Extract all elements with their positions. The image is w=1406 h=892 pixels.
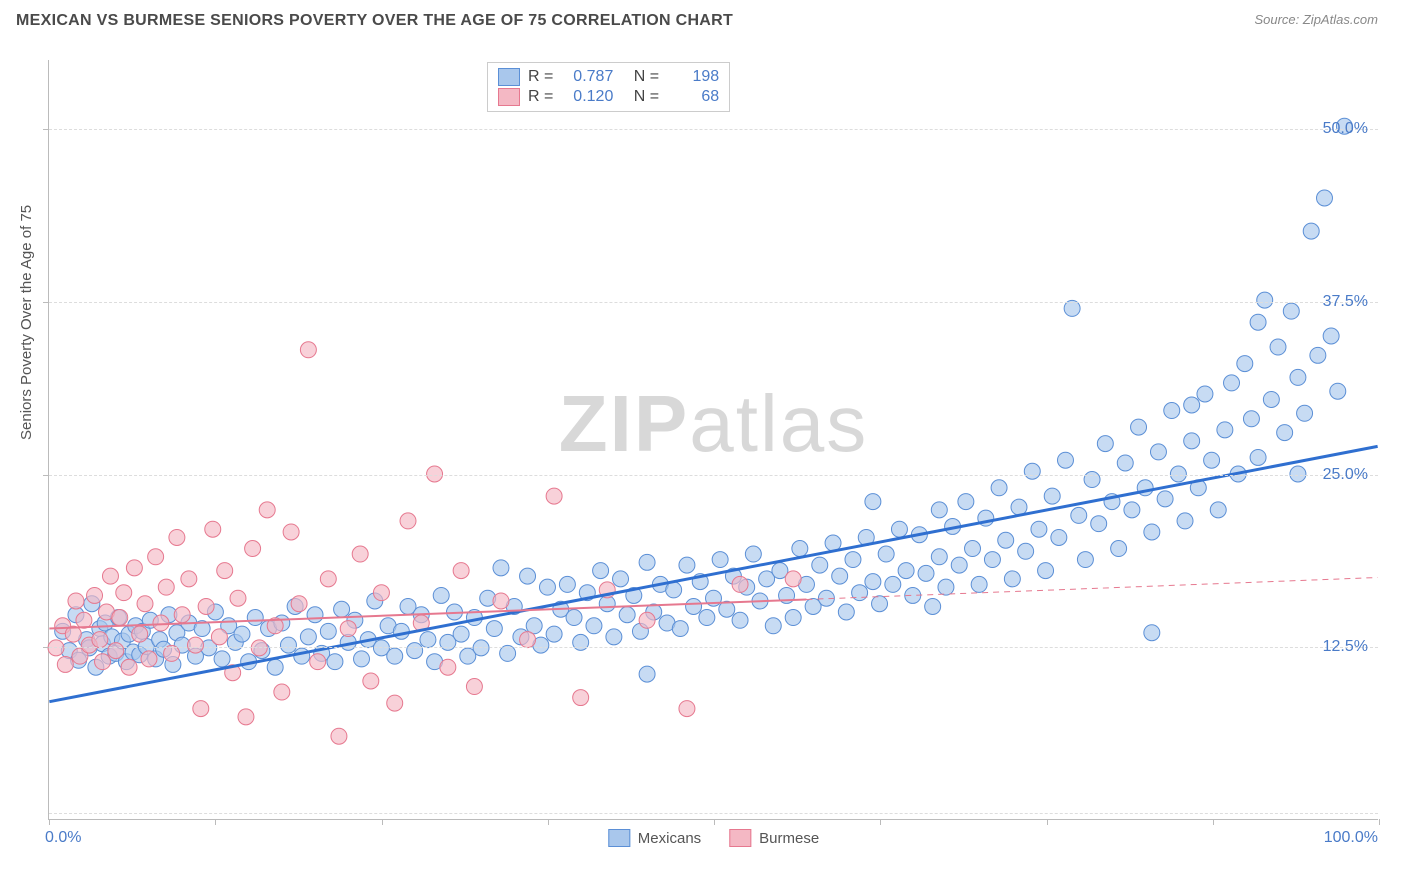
n-label: N = (634, 88, 659, 106)
x-axis-max-label: 100.0% (1324, 829, 1378, 847)
r-label: R = (528, 88, 553, 106)
chart-header: MEXICAN VS BURMESE SENIORS POVERTY OVER … (0, 0, 1406, 36)
swatch-burmese-icon (729, 829, 751, 847)
source-attribution: Source: ZipAtlas.com (1254, 12, 1378, 27)
correlation-legend: R = 0.787 N = 198 R = 0.120 N = 68 (487, 62, 730, 112)
n-value-burmese: 68 (667, 88, 719, 106)
r-value-burmese: 0.120 (561, 88, 613, 106)
legend-row-burmese: R = 0.120 N = 68 (498, 87, 719, 107)
source-name: ZipAtlas.com (1303, 12, 1378, 27)
r-value-mexicans: 0.787 (561, 68, 613, 86)
y-axis-label: Seniors Poverty Over the Age of 75 (18, 205, 35, 440)
y-tick-label: 12.5% (1323, 638, 1368, 656)
y-tick-label: 25.0% (1323, 466, 1368, 484)
legend-label-mexicans: Mexicans (638, 830, 701, 847)
legend-item-mexicans: Mexicans (608, 829, 701, 847)
y-tick-label: 50.0% (1323, 120, 1368, 138)
series-legend: Mexicans Burmese (608, 829, 819, 847)
swatch-burmese-icon (498, 88, 520, 106)
y-tick-label: 37.5% (1323, 293, 1368, 311)
source-prefix: Source: (1254, 12, 1302, 27)
swatch-mexicans-icon (498, 68, 520, 86)
chart-plot-area: ZIPatlas R = 0.787 N = 198 R = 0.120 N =… (48, 60, 1378, 820)
legend-row-mexicans: R = 0.787 N = 198 (498, 67, 719, 87)
swatch-mexicans-icon (608, 829, 630, 847)
legend-label-burmese: Burmese (759, 830, 819, 847)
x-axis-min-label: 0.0% (45, 829, 81, 847)
n-value-mexicans: 198 (667, 68, 719, 86)
scatter-svg (49, 60, 1378, 819)
chart-title: MEXICAN VS BURMESE SENIORS POVERTY OVER … (16, 12, 733, 30)
r-label: R = (528, 68, 553, 86)
n-label: N = (634, 68, 659, 86)
legend-item-burmese: Burmese (729, 829, 819, 847)
